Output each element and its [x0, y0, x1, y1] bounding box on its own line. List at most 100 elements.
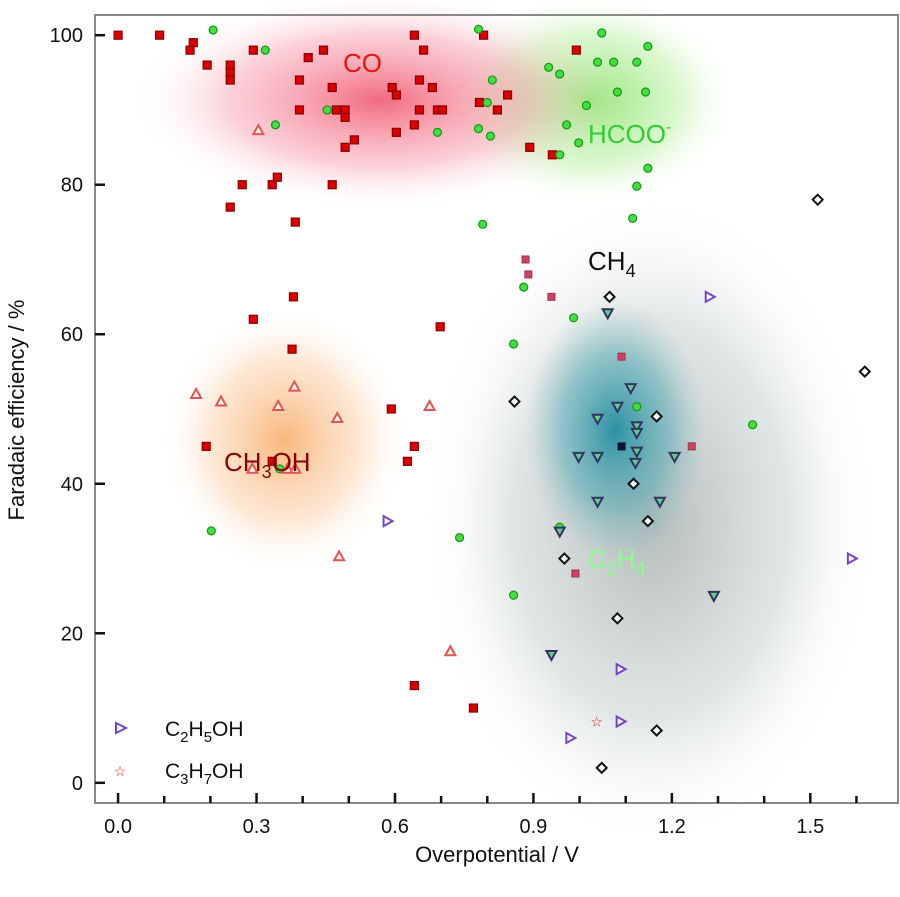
data-point-c2h4 [544, 649, 559, 663]
data-point-co [225, 202, 235, 212]
data-point-hcoo [568, 313, 579, 323]
data-point-co [113, 30, 123, 40]
data-point-ch3oh [251, 123, 266, 136]
data-point-c2h4 [601, 308, 615, 321]
data-point-co [409, 681, 419, 691]
annotation-ch3oh: CH3OH [224, 447, 311, 482]
data-point-ch4 [595, 761, 609, 775]
data-point-ch3oh [287, 379, 302, 392]
plot-frame [94, 14, 899, 804]
data-point-hcoo [632, 181, 642, 191]
data-point-hcoo [597, 28, 607, 38]
data-point-co [185, 45, 195, 55]
data-point-hcoo [508, 339, 519, 349]
data-point-ch4 [508, 395, 521, 408]
y-tick-label: 80 [61, 175, 83, 197]
x-tick-label: 0.0 [104, 816, 132, 838]
region-co [130, 0, 630, 210]
y-tick-label: 20 [61, 623, 83, 645]
y-tick-label: 60 [61, 324, 83, 346]
data-point-co [225, 60, 235, 70]
data-point-co [340, 112, 350, 123]
data-point-dark-square [617, 442, 626, 451]
data-point-co-hatched [571, 569, 580, 578]
data-point-co [288, 292, 299, 302]
data-point-co [237, 180, 247, 190]
data-point-hcoo [454, 532, 465, 543]
data-point-co [468, 703, 479, 713]
data-point-hcoo [485, 131, 496, 141]
data-point-hcoo [632, 402, 642, 412]
data-point-hcoo [612, 87, 623, 97]
data-point-c2h4 [571, 451, 586, 464]
data-point-hcoo [206, 526, 216, 536]
y-tick-label: 40 [61, 474, 83, 496]
legend-marker-c2h5oh [115, 721, 129, 735]
data-point-hcoo [473, 24, 484, 34]
data-point-co-hatched [687, 442, 696, 451]
data-point-ch4 [610, 611, 624, 625]
series-hcoo [206, 24, 758, 600]
data-point-c2h5oh [565, 731, 578, 745]
data-point-hcoo [748, 420, 758, 430]
x-tick-label: 0.6 [381, 816, 409, 838]
data-point-hcoo [643, 41, 653, 52]
data-point-co-hatched [521, 255, 530, 264]
annotation-ch4: CH4 [588, 246, 636, 281]
y-tick-label: 100 [50, 25, 83, 47]
data-point-co [427, 82, 437, 93]
svg-text:CH4: CH4 [588, 246, 636, 281]
data-point-ch3oh [189, 386, 203, 400]
x-axis-label: Overpotential / V [415, 842, 579, 867]
legend-marker-c3h7oh: ☆ [114, 763, 127, 779]
data-point-co [188, 38, 198, 48]
data-point-ch3oh [280, 461, 295, 474]
data-point-co [414, 75, 425, 85]
x-tick-label: 0.3 [243, 816, 271, 838]
series-c3h7oh: ☆ [590, 714, 603, 730]
svg-text:HCOO-: HCOO- [588, 119, 671, 149]
data-point-co [478, 30, 489, 40]
data-point-hcoo [555, 69, 565, 79]
data-point-co [418, 45, 429, 55]
data-point-co [225, 67, 235, 78]
data-point-co [391, 127, 401, 137]
data-point-ch4 [858, 365, 872, 379]
data-point-ch3oh [271, 398, 285, 412]
data-point-c2h4 [667, 451, 682, 464]
data-point-ch4 [603, 290, 616, 304]
data-point-co-hatched [524, 270, 533, 279]
series-co-hatched [521, 255, 696, 578]
y-axis-label: Faradaic efficiency / % [4, 300, 29, 521]
data-point-c2h4 [707, 590, 721, 603]
data-point-c2h4 [624, 383, 638, 396]
data-point-co [409, 441, 419, 451]
legend-label-c3h7oh: C3H7OH [165, 760, 244, 788]
data-point-hcoo [609, 57, 619, 67]
data-point-c2h5oh [382, 514, 395, 528]
y-tick-label: 0 [72, 773, 83, 795]
data-point-co [409, 120, 419, 130]
data-point-ch4 [650, 724, 664, 737]
data-point-co [571, 45, 581, 55]
data-point-hcoo [432, 127, 443, 137]
data-point-hcoo [632, 57, 642, 67]
data-point-hcoo [581, 100, 592, 111]
data-point-hcoo [208, 25, 218, 35]
data-point-ch3oh [245, 461, 260, 474]
series-ch4 [508, 193, 872, 775]
data-point-ch3oh [330, 410, 344, 423]
data-point-hcoo [643, 163, 653, 173]
data-point-hcoo [260, 45, 270, 55]
data-point-hcoo [574, 138, 584, 148]
legend: C2H5OH ☆ C3H7OH [114, 718, 244, 788]
x-tick-label: 1.5 [796, 816, 824, 838]
data-point-ch4 [557, 552, 571, 565]
data-point-hcoo [482, 97, 492, 108]
data-point-ch4 [641, 514, 655, 528]
data-point-ch3oh [332, 549, 346, 562]
annotation-co: CO [343, 48, 382, 78]
data-point-hcoo [592, 57, 603, 67]
data-point-ch3oh [288, 461, 302, 474]
